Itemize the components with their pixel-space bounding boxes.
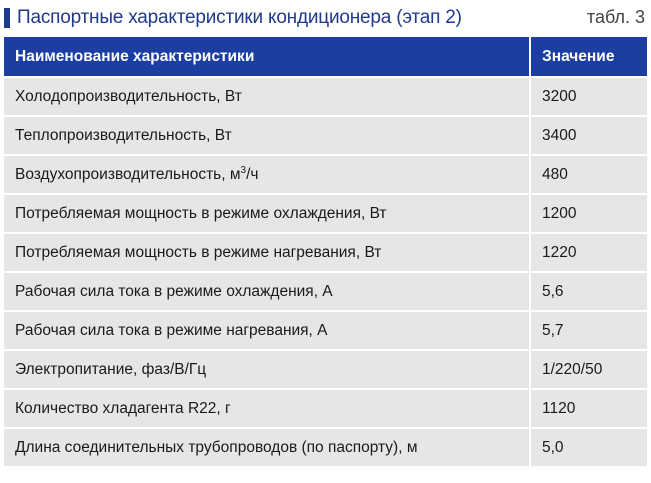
specs-table: Наименование характеристики Значение Хол… bbox=[4, 37, 647, 466]
row-name: Потребляемая мощность в режиме нагревани… bbox=[4, 232, 529, 271]
row-name-unit: /ч bbox=[246, 165, 259, 183]
table-header-row: Наименование характеристики Значение bbox=[4, 37, 647, 76]
table-number: табл. 3 bbox=[586, 7, 645, 27]
row-name: Рабочая сила тока в режиме нагревания, А bbox=[4, 310, 529, 349]
row-name: Длина соединительных трубопроводов (по п… bbox=[4, 427, 529, 466]
title-marker bbox=[4, 8, 10, 28]
row-value: 1200 bbox=[529, 193, 647, 232]
row-value: 3200 bbox=[529, 76, 647, 115]
row-name: Электропитание, фаз/В/Гц bbox=[4, 349, 529, 388]
table-row: Рабочая сила тока в режиме охлаждения, А… bbox=[4, 271, 647, 310]
header-name: Наименование характеристики bbox=[4, 37, 529, 76]
table-row: Воздухопроизводительность, м3/ч 480 bbox=[4, 154, 647, 193]
row-name: Потребляемая мощность в режиме охлаждени… bbox=[4, 193, 529, 232]
table-row: Электропитание, фаз/В/Гц 1/220/50 bbox=[4, 349, 647, 388]
table-row: Количество хладагента R22, г 1120 bbox=[4, 388, 647, 427]
table-row: Длина соединительных трубопроводов (по п… bbox=[4, 427, 647, 466]
table-row: Потребляемая мощность в режиме охлаждени… bbox=[4, 193, 647, 232]
row-value: 1/220/50 bbox=[529, 349, 647, 388]
row-name-text: Воздухопроизводительность, м bbox=[15, 165, 241, 183]
row-value: 1120 bbox=[529, 388, 647, 427]
table-row: Холодопроизводительность, Вт 3200 bbox=[4, 76, 647, 115]
superscript: 3 bbox=[240, 164, 247, 176]
header-value: Значение bbox=[529, 37, 647, 76]
row-value: 480 bbox=[529, 154, 647, 193]
table-row: Рабочая сила тока в режиме нагревания, А… bbox=[4, 310, 647, 349]
row-name: Теплопроизводительность, Вт bbox=[4, 115, 529, 154]
table-title-bar: Паспортные характеристики кондиционера (… bbox=[0, 0, 651, 36]
row-name: Воздухопроизводительность, м3/ч bbox=[4, 154, 529, 193]
row-name: Количество хладагента R22, г bbox=[4, 388, 529, 427]
row-value: 5,7 bbox=[529, 310, 647, 349]
row-value: 3400 bbox=[529, 115, 647, 154]
row-name: Рабочая сила тока в режиме охлаждения, А bbox=[4, 271, 529, 310]
table-title: Паспортные характеристики кондиционера (… bbox=[17, 7, 462, 28]
row-value: 5,0 bbox=[529, 427, 647, 466]
row-value: 1220 bbox=[529, 232, 647, 271]
table-row: Потребляемая мощность в режиме нагревани… bbox=[4, 232, 647, 271]
table-row: Теплопроизводительность, Вт 3400 bbox=[4, 115, 647, 154]
row-value: 5,6 bbox=[529, 271, 647, 310]
row-name: Холодопроизводительность, Вт bbox=[4, 76, 529, 115]
